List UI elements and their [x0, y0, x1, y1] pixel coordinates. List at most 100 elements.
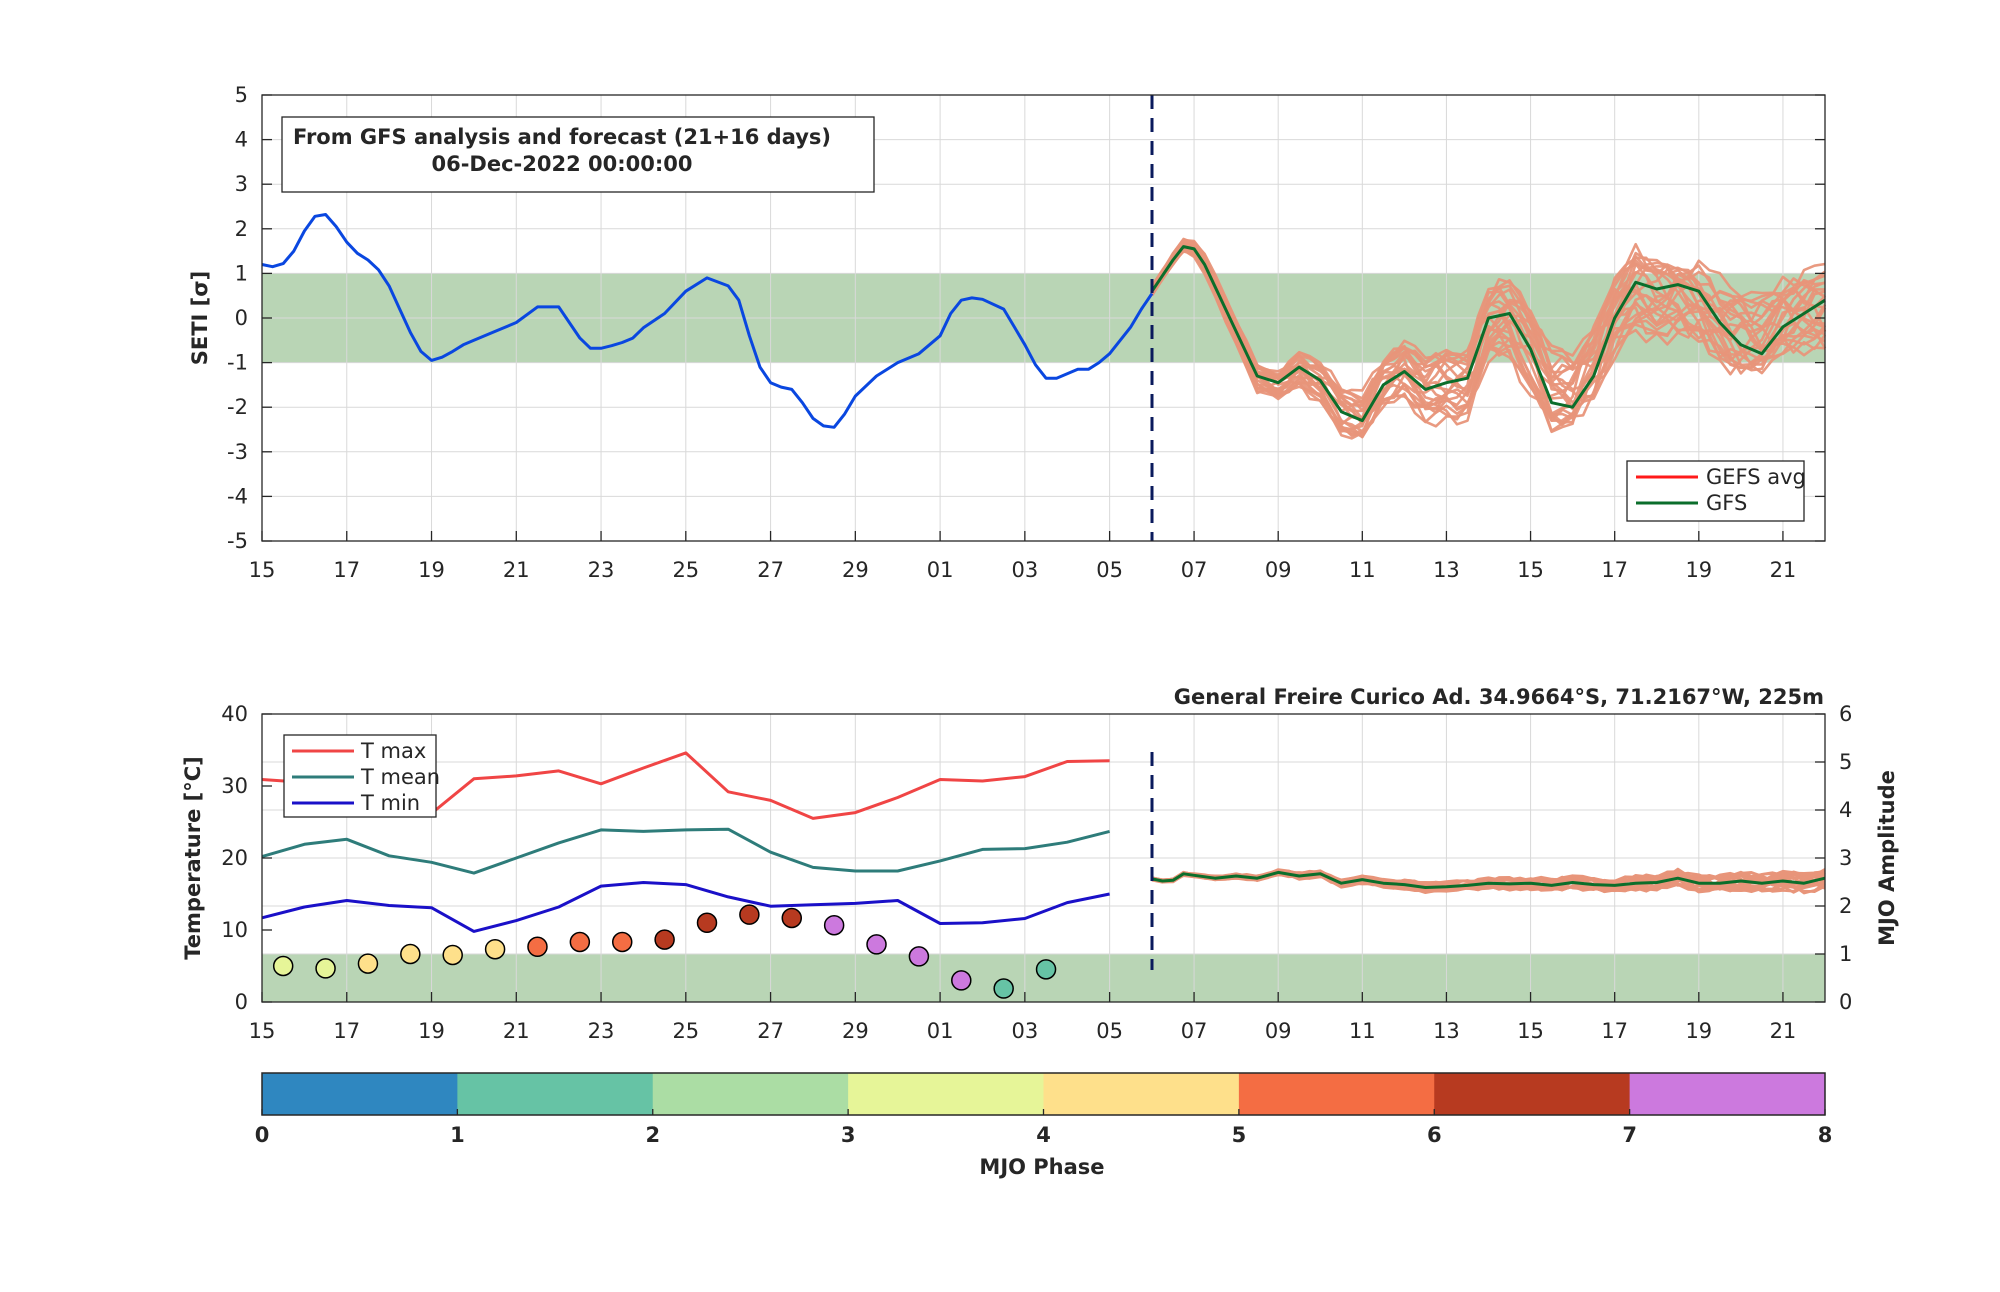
- colorbar-segment-phase-6: [1434, 1073, 1631, 1115]
- colorbar-tick-label: 4: [1036, 1123, 1051, 1147]
- seti-ytick-label: 1: [235, 261, 248, 285]
- seti-xtick-label: 15: [249, 558, 276, 582]
- seti-xtick-label: 25: [672, 558, 699, 582]
- seti-series-gfs-line: [1150, 245, 1826, 423]
- seti-xtick-label: 11: [1349, 558, 1376, 582]
- mjo-amplitude-ytick-label: 3: [1839, 846, 1852, 870]
- temperature-xtick-label: 23: [588, 1019, 615, 1043]
- seti-ensemble-member-line: [1150, 249, 1827, 424]
- temperature-xtick-label: 17: [1601, 1019, 1628, 1043]
- mjo-amplitude-ytick-label: 6: [1839, 702, 1852, 726]
- temperature-forecast-gfs-line: [1151, 870, 1826, 889]
- mjo-amplitude-y-ticks: 0 1 2 3 4 5 6: [1815, 702, 1852, 1014]
- mjo-phase-colorbar: 0 1 2 3 4 5 6 7 8 MJO Phase: [255, 1072, 1832, 1179]
- seti-xtick-label: 09: [1265, 558, 1292, 582]
- temperature-xtick-label: 01: [927, 1019, 954, 1043]
- mjo-amplitude-ytick-label: 4: [1839, 798, 1852, 822]
- temperature-y-axis-label: Temperature [°C]: [181, 756, 205, 959]
- colorbar-tick-label: 5: [1232, 1123, 1247, 1147]
- temperature-legend: T max T mean T min: [283, 734, 440, 818]
- temperature-xtick-label: 21: [503, 1019, 530, 1043]
- colorbar-segment-phase-1: [457, 1073, 654, 1115]
- seti-ensemble-member-line: [1150, 249, 1827, 439]
- mjo-point: [866, 934, 887, 955]
- seti-y-ticks: -5 -4 -3 -2 -1 0 1 2 3 4 5: [227, 83, 1825, 553]
- seti-xtick-label: 19: [418, 558, 445, 582]
- colorbar-segment-phase-4: [1043, 1073, 1240, 1115]
- seti-ytick-label: 5: [235, 83, 248, 107]
- temperature-ytick-label: 10: [221, 918, 248, 942]
- seti-ensemble-member-line: [1150, 239, 1826, 425]
- colorbar-segment-phase-0: [262, 1073, 458, 1115]
- temperature-xtick-label: 11: [1349, 1019, 1376, 1043]
- legend-gefs-avg-label: GEFS avg: [1706, 465, 1806, 489]
- mjo-point: [739, 904, 760, 925]
- mjo-point: [527, 936, 548, 958]
- colorbar-segment-phase-5: [1238, 1073, 1435, 1115]
- colorbar-segment-phase-2: [652, 1073, 849, 1115]
- seti-xtick-label: 05: [1096, 558, 1123, 582]
- colorbar-tick-label: 7: [1622, 1123, 1637, 1147]
- mjo-amplitude-axis-label: MJO Amplitude: [1875, 770, 1899, 946]
- colorbar-segment-phase-3: [848, 1073, 1044, 1115]
- temperature-ensemble-member-line: [1151, 868, 1826, 893]
- temperature-xtick-label: 19: [418, 1019, 445, 1043]
- mjo-point: [654, 929, 675, 950]
- seti-ytick-label: 4: [235, 128, 248, 152]
- mjo-point: [569, 931, 591, 953]
- seti-series: [261, 213, 1826, 429]
- legend-tmean-label: T mean: [360, 765, 440, 789]
- seti-xtick-label: 21: [1770, 558, 1797, 582]
- mjo-amplitude-ytick-label: 2: [1839, 894, 1852, 918]
- seti-legend: GEFS avg GFS: [1626, 460, 1806, 522]
- colorbar-tick-label: 3: [841, 1123, 856, 1147]
- temperature-xtick-label: 27: [757, 1019, 784, 1043]
- mjo-point: [951, 970, 972, 991]
- seti-xtick-label: 27: [757, 558, 784, 582]
- seti-xtick-label: 13: [1433, 558, 1460, 582]
- seti-annotation-line2: 06-Dec-2022 00:00:00: [431, 152, 692, 176]
- temperature-xtick-label: 13: [1433, 1019, 1460, 1043]
- seti-ytick-label: 2: [235, 217, 248, 241]
- temperature-xtick-label: 21: [1770, 1019, 1797, 1043]
- temperature-ytick-label: 30: [221, 774, 248, 798]
- mjo-point: [696, 912, 718, 934]
- temperature-series-t-min-line: [261, 881, 1110, 933]
- temperature-xtick-label: 25: [672, 1019, 699, 1043]
- seti-annotation-box: From GFS analysis and forecast (21+16 da…: [281, 116, 875, 193]
- legend-tmin-label: T min: [360, 791, 420, 815]
- temperature-xtick-label: 15: [1517, 1019, 1544, 1043]
- mjo-point: [823, 914, 845, 936]
- mjo-point: [993, 978, 1014, 999]
- temperature-y-ticks: 0 10 20 30 40: [221, 702, 272, 1014]
- temperature-xtick-label: 15: [249, 1019, 276, 1043]
- seti-xtick-label: 19: [1685, 558, 1712, 582]
- seti-xtick-label: 17: [333, 558, 360, 582]
- temperature-xtick-label: 29: [842, 1019, 869, 1043]
- colorbar-segments: [262, 1073, 1826, 1115]
- mjo-amplitude-ytick-label: 0: [1839, 990, 1852, 1014]
- station-title: General Freire Curico Ad. 34.9664°S, 71.…: [1174, 685, 1824, 709]
- seti-xtick-label: 23: [588, 558, 615, 582]
- mjo-point: [272, 955, 294, 977]
- temperature-xtick-label: 19: [1685, 1019, 1712, 1043]
- mjo-amplitude-ytick-label: 5: [1839, 750, 1852, 774]
- colorbar-label: MJO Phase: [979, 1155, 1104, 1179]
- legend-gfs-label: GFS: [1706, 491, 1747, 515]
- mjo-point: [484, 938, 506, 960]
- mjo-amplitude-ytick-label: 1: [1839, 942, 1852, 966]
- colorbar-tick-label: 0: [255, 1123, 270, 1147]
- seti-xtick-label: 15: [1517, 558, 1544, 582]
- mjo-point: [442, 944, 463, 966]
- colorbar-ticks: 0 1 2 3 4 5 6 7 8: [255, 1109, 1832, 1147]
- seti-ytick-label: 0: [235, 306, 248, 330]
- temperature-ytick-label: 20: [221, 846, 248, 870]
- temperature-ytick-label: 40: [221, 702, 248, 726]
- mjo-point: [315, 958, 336, 979]
- seti-ytick-label: -1: [227, 351, 248, 375]
- seti-ytick-label: -3: [227, 440, 248, 464]
- seti-ytick-label: -2: [227, 395, 248, 419]
- mjo-point: [400, 943, 421, 965]
